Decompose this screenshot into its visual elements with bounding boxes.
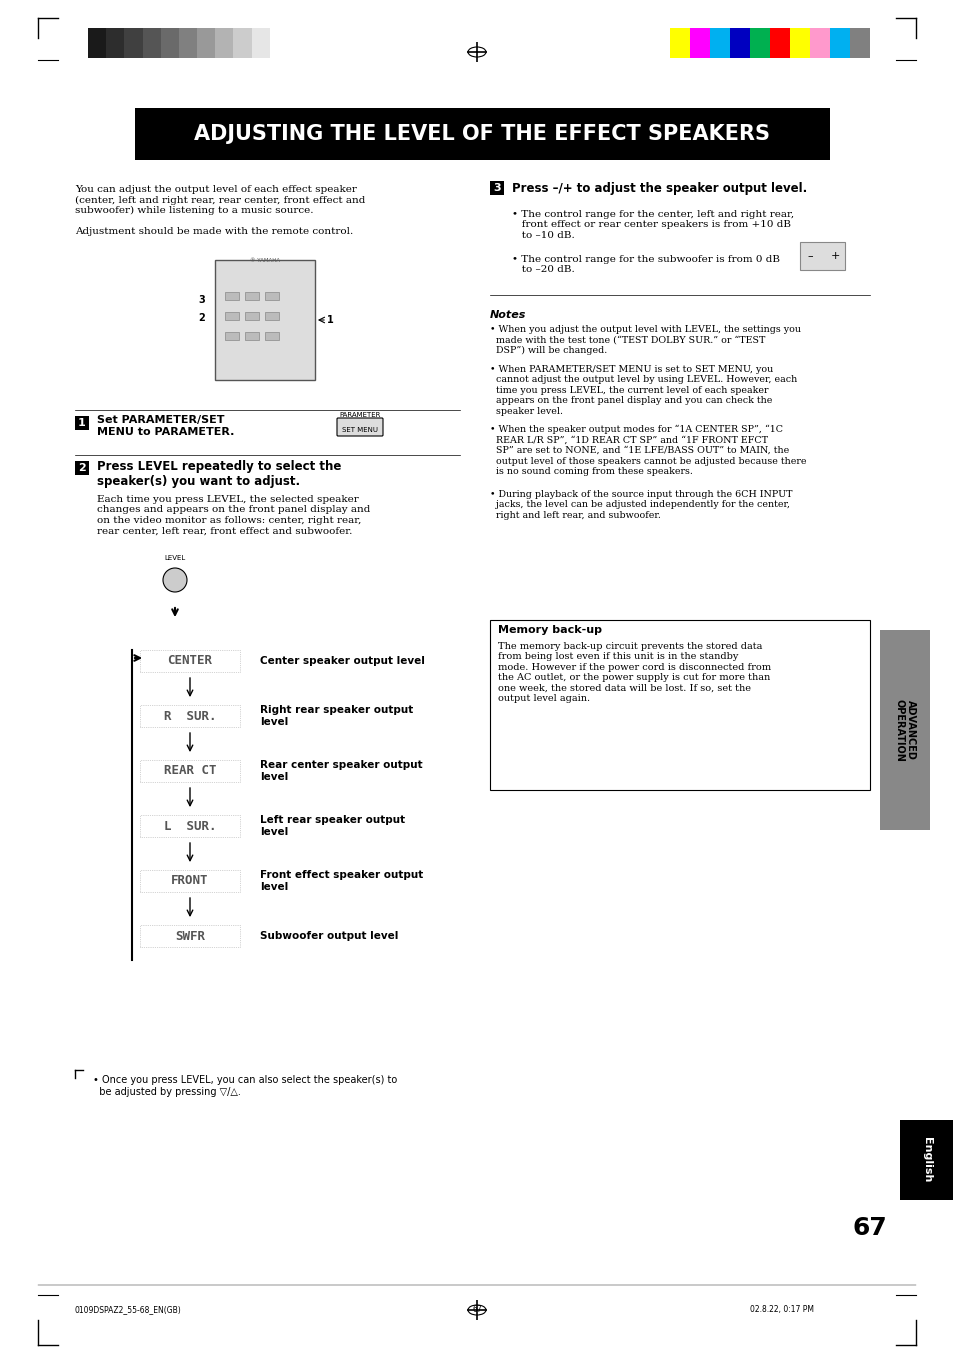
Text: SWFR: SWFR — [174, 929, 205, 943]
Bar — [809, 28, 829, 58]
Text: Center speaker output level: Center speaker output level — [260, 657, 424, 666]
Bar — [142, 28, 160, 58]
Text: REAR CT: REAR CT — [164, 765, 216, 777]
Text: L  SUR.: L SUR. — [164, 820, 216, 832]
Text: Press LEVEL repeatedly to select the
speaker(s) you want to adjust.: Press LEVEL repeatedly to select the spe… — [97, 459, 341, 488]
Bar — [75, 416, 89, 430]
Text: Set PARAMETER/SET
MENU to PARAMETER.: Set PARAMETER/SET MENU to PARAMETER. — [97, 415, 234, 436]
Bar — [879, 630, 929, 830]
Text: You can adjust the output level of each effect speaker
(center, left and right r: You can adjust the output level of each … — [75, 185, 365, 236]
Text: 0109DSPAZ2_55-68_EN(GB): 0109DSPAZ2_55-68_EN(GB) — [75, 1305, 182, 1315]
Bar — [88, 28, 106, 58]
Bar — [265, 332, 278, 340]
Text: Left rear speaker output
level: Left rear speaker output level — [260, 815, 405, 836]
Text: The memory back-up circuit prevents the stored data
from being lost even if this: The memory back-up circuit prevents the … — [497, 642, 770, 703]
Bar — [899, 1120, 953, 1200]
Text: Press –/+ to adjust the speaker output level.: Press –/+ to adjust the speaker output l… — [512, 182, 806, 195]
Text: ADJUSTING THE LEVEL OF THE EFFECT SPEAKERS: ADJUSTING THE LEVEL OF THE EFFECT SPEAKE… — [193, 124, 769, 145]
Bar — [245, 292, 258, 300]
Bar — [245, 332, 258, 340]
Text: 3: 3 — [493, 182, 500, 193]
Bar — [106, 28, 124, 58]
Bar — [749, 28, 769, 58]
Bar — [252, 28, 270, 58]
Bar — [729, 28, 749, 58]
Text: PARAMETER: PARAMETER — [339, 412, 380, 417]
Bar — [197, 28, 215, 58]
Bar — [669, 28, 689, 58]
Text: Memory back-up: Memory back-up — [497, 626, 601, 635]
Bar — [214, 259, 314, 380]
FancyBboxPatch shape — [336, 417, 382, 436]
Text: Rear center speaker output
level: Rear center speaker output level — [260, 761, 422, 782]
Bar — [800, 242, 844, 270]
Bar — [789, 28, 809, 58]
Text: Right rear speaker output
level: Right rear speaker output level — [260, 705, 413, 727]
Text: 3: 3 — [198, 295, 205, 305]
Text: ADVANCED
OPERATION: ADVANCED OPERATION — [893, 698, 915, 762]
Bar — [140, 650, 240, 671]
Text: LEVEL: LEVEL — [164, 555, 186, 561]
Circle shape — [163, 567, 187, 592]
Text: 1: 1 — [78, 417, 86, 428]
Text: • The control range for the subwoofer is from 0 dB
   to –20 dB.: • The control range for the subwoofer is… — [512, 255, 780, 274]
Text: 02.8.22, 0:17 PM: 02.8.22, 0:17 PM — [749, 1305, 813, 1315]
Bar — [140, 815, 240, 838]
Text: • When the speaker output modes for “1A CENTER SP”, “1C
  REAR L/R SP”, “1D REAR: • When the speaker output modes for “1A … — [490, 426, 805, 476]
Text: 1: 1 — [327, 315, 334, 326]
Text: • The control range for the center, left and right rear,
   front effect or rear: • The control range for the center, left… — [512, 209, 793, 239]
Text: CENTER: CENTER — [168, 654, 213, 667]
Text: +: + — [829, 251, 839, 261]
Bar — [140, 705, 240, 727]
Bar — [265, 292, 278, 300]
Text: R  SUR.: R SUR. — [164, 709, 216, 723]
Bar — [75, 461, 89, 476]
Bar — [124, 28, 142, 58]
Bar — [140, 761, 240, 782]
Bar — [689, 28, 709, 58]
Bar — [233, 28, 252, 58]
Bar — [829, 28, 849, 58]
Text: Front effect speaker output
level: Front effect speaker output level — [260, 870, 423, 892]
Bar — [265, 312, 278, 320]
Text: 67: 67 — [852, 1216, 886, 1240]
Bar — [140, 925, 240, 947]
Bar — [225, 292, 239, 300]
Text: Each time you press LEVEL, the selected speaker
changes and appears on the front: Each time you press LEVEL, the selected … — [97, 494, 370, 535]
Bar — [270, 28, 288, 58]
Text: ® YAMAHA: ® YAMAHA — [250, 258, 280, 262]
Text: • When you adjust the output level with LEVEL, the settings you
  made with the : • When you adjust the output level with … — [490, 326, 801, 355]
Text: SET MENU: SET MENU — [341, 427, 377, 434]
Text: –: – — [806, 251, 812, 261]
Bar — [135, 108, 829, 159]
Bar — [179, 28, 197, 58]
Bar — [225, 312, 239, 320]
Text: Notes: Notes — [490, 309, 526, 320]
Bar — [490, 620, 869, 790]
Text: 2: 2 — [198, 313, 205, 323]
Text: • When PARAMETER/SET MENU is set to SET MENU, you
  cannot adjust the output lev: • When PARAMETER/SET MENU is set to SET … — [490, 365, 797, 416]
Bar — [245, 312, 258, 320]
Text: • During playback of the source input through the 6CH INPUT
  jacks, the level c: • During playback of the source input th… — [490, 490, 792, 520]
Bar — [225, 332, 239, 340]
Text: Subwoofer output level: Subwoofer output level — [260, 931, 398, 942]
Bar — [160, 28, 179, 58]
Text: English: English — [921, 1138, 931, 1182]
Bar — [215, 28, 233, 58]
Text: 2: 2 — [78, 463, 86, 473]
Bar — [769, 28, 789, 58]
Bar — [490, 181, 503, 195]
Text: FRONT: FRONT — [172, 874, 209, 888]
Text: • Once you press LEVEL, you can also select the speaker(s) to
  be adjusted by p: • Once you press LEVEL, you can also sel… — [92, 1075, 396, 1097]
Bar — [709, 28, 729, 58]
Bar — [140, 870, 240, 892]
Bar — [849, 28, 869, 58]
Text: 67: 67 — [472, 1305, 481, 1315]
